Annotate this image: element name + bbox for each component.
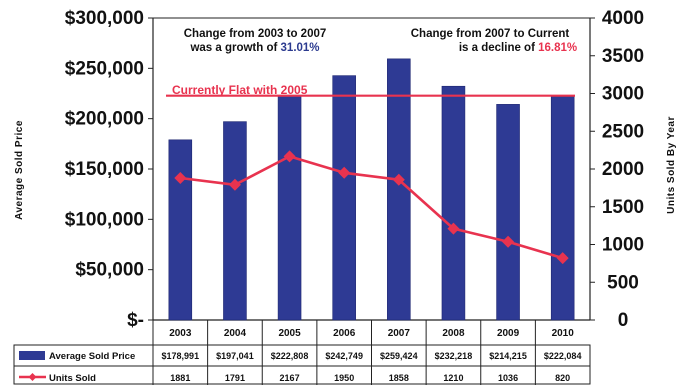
- x-tick-label: 2009: [497, 328, 520, 339]
- left-tick-label: $250,000: [65, 58, 144, 79]
- right-tick-label: 3500: [602, 46, 644, 67]
- table-cell-price-2005: $222,808: [271, 351, 309, 361]
- left-tick-label: $200,000: [65, 109, 144, 130]
- table-cell-price-2010: $222,084: [544, 351, 582, 361]
- table-cell-units-2005: 2167: [280, 373, 300, 383]
- units-point-2010: [556, 252, 569, 265]
- units-point-2003: [174, 171, 187, 184]
- bar-2005: [277, 95, 302, 321]
- right-tick-label: 2000: [602, 159, 644, 180]
- units-point-2007: [392, 173, 405, 186]
- units-point-2006: [338, 166, 351, 179]
- right-tick-label: 1000: [602, 235, 644, 256]
- units-point-2008: [447, 222, 460, 235]
- bar-2008: [441, 85, 466, 321]
- table-cell-units-2003: 1881: [170, 373, 190, 383]
- table-cell-units-2009: 1036: [498, 373, 518, 383]
- right-tick-label: 500: [607, 272, 639, 293]
- y-axis-title: Average Sold Price: [14, 120, 25, 220]
- units-sold-line: [180, 155, 564, 260]
- annotation-left-line2: was a growth of 31.01%: [189, 42, 319, 54]
- right-tick-label: 1500: [602, 197, 644, 218]
- x-tick-label: 2006: [333, 328, 356, 339]
- table-cell-price-2009: $214,215: [489, 351, 527, 361]
- right-tick-label: 4000: [602, 8, 644, 29]
- left-tick-label: $300,000: [65, 8, 144, 29]
- annotation-right-line2: is a decline of 16.81%: [459, 42, 577, 54]
- table-cell-units-2004: 1791: [225, 373, 245, 383]
- annotation-left-prefix: was a growth of: [189, 42, 280, 54]
- annotation-right-prefix: is a decline of: [459, 42, 538, 54]
- bar-2004: [223, 121, 247, 321]
- table-cell-price-2004: $197,041: [216, 351, 254, 361]
- legend-key-marker: [28, 373, 37, 381]
- legend-label-units-sold: Units Sold: [49, 373, 96, 384]
- legend-key-bars: [19, 351, 45, 360]
- bar-2009: [496, 104, 520, 321]
- bar-2006: [332, 75, 356, 321]
- left-tick-label: $100,000: [65, 209, 144, 230]
- x-tick-label: 2004: [224, 328, 247, 339]
- annotation-left-line1: Change from 2003 to 2007: [184, 28, 327, 40]
- table-cell-units-2008: 1210: [443, 373, 463, 383]
- left-tick-label: $50,000: [75, 260, 144, 281]
- units-point-2005: [283, 150, 296, 163]
- bar-2010: [550, 96, 575, 321]
- right-tick-label: 3000: [602, 84, 644, 105]
- bar-2007: [387, 58, 411, 321]
- right-tick-label: 2500: [602, 121, 644, 142]
- table-cell-price-2003: $178,991: [162, 351, 200, 361]
- table-cell-price-2007: $259,424: [380, 351, 418, 361]
- legend-label-average-sold-price: Average Sold Price: [49, 351, 135, 362]
- x-tick-label: 2010: [552, 328, 575, 339]
- x-tick-label: 2005: [278, 328, 301, 339]
- y2-axis-title: Units Sold By Year: [666, 116, 677, 214]
- table-cell-units-2006: 1950: [334, 373, 354, 383]
- annotation-left-value: 31.01%: [281, 42, 320, 54]
- annotation-right-line1: Change from 2007 to Current: [411, 28, 570, 40]
- reference-line-label: Currently Flat with 2005: [172, 83, 308, 97]
- left-tick-label: $-: [127, 310, 144, 331]
- annotation-right-value: 16.81%: [538, 42, 577, 54]
- table-cell-price-2006: $242,749: [325, 351, 363, 361]
- left-tick-label: $150,000: [65, 159, 144, 180]
- bar-2003: [168, 139, 193, 321]
- table-cell-price-2008: $232,218: [435, 351, 473, 361]
- x-tick-label: 2003: [169, 328, 192, 339]
- x-tick-label: 2007: [388, 328, 411, 339]
- units-point-2009: [502, 235, 515, 248]
- data-table-frame: [13, 344, 591, 385]
- x-tick-label: 2008: [442, 328, 465, 339]
- table-cell-units-2007: 1858: [389, 373, 409, 383]
- units-point-2004: [228, 178, 241, 191]
- right-tick-label: 0: [618, 310, 629, 331]
- table-cell-units-2010: 820: [555, 373, 570, 383]
